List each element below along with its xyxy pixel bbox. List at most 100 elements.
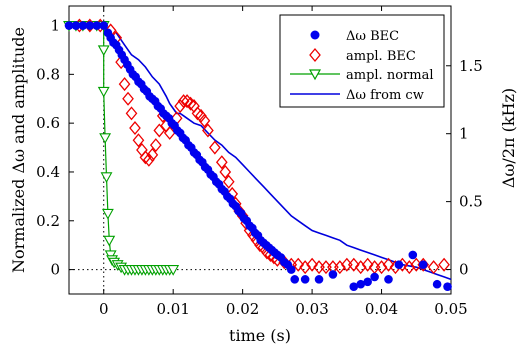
x-tick-label: 0.01: [156, 300, 189, 318]
y-left-tick-label: 0.2: [36, 212, 60, 230]
data-point-ampl-bec: [215, 155, 228, 170]
data-point-ampl-bec: [306, 257, 318, 272]
y-right-tick-label: 1.5: [459, 57, 483, 75]
data-point-ampl-bec: [438, 257, 450, 272]
data-point-ampl-bec: [191, 106, 204, 121]
data-point-ampl-bec: [181, 94, 193, 109]
y-left-tick-label: 0.8: [36, 65, 60, 83]
data-point-ampl-bec: [122, 91, 134, 106]
data-point-ampl-bec: [202, 123, 214, 138]
data-point-ampl-normal: [97, 86, 110, 98]
data-point-ampl-bec: [163, 125, 176, 140]
data-point-ampl-bec: [198, 113, 211, 128]
legend-marker-ampl-bec: [309, 47, 321, 63]
data-point-dw-bec: [85, 21, 95, 30]
y-axis-left-label: Normalized Δω and amplitude: [9, 27, 28, 273]
y-right-tick-label: 0: [459, 261, 469, 279]
data-point-dw-bec: [71, 21, 81, 30]
y-left-tick-label: 0.4: [36, 163, 60, 181]
y-left-tick-label: 1: [50, 17, 60, 35]
axis-tick-labels: 0 0.01 0.02 0.03 0.04 0.05 0 0.2 0.4 0.6 0.8 1 0 0.5 1…: [36, 17, 483, 318]
axis-ticks: [69, 6, 452, 294]
x-tick-label: 0.05: [434, 300, 467, 318]
data-point-dw-bec: [356, 279, 366, 289]
data-point-ampl-bec: [143, 152, 155, 167]
data-point-ampl-bec: [382, 257, 395, 272]
data-point-ampl-bec: [174, 99, 186, 114]
data-point-dw-bec: [314, 275, 324, 284]
data-point-ampl-bec: [361, 257, 374, 272]
data-point-ampl-bec: [149, 138, 162, 153]
y-axis-right-label: Δω/2π (kHz): [499, 88, 518, 188]
y-left-tick-label: 0: [50, 261, 60, 279]
y-right-tick-label: 1: [459, 125, 469, 143]
data-point-dw-bec: [443, 282, 452, 291]
data-point-dw-bec: [99, 21, 109, 30]
data-point-dw-bec: [300, 275, 310, 284]
series-dw-from-cw: [115, 32, 452, 281]
data-point-ampl-bec: [118, 77, 131, 92]
data-point-ampl-bec: [177, 94, 190, 109]
plot-area-frame: [68, 5, 452, 295]
data-point-ampl-bec: [132, 133, 145, 148]
data-point-ampl-bec: [320, 260, 332, 275]
y-left-tick-label: 0.6: [36, 114, 60, 132]
data-point-ampl-normal: [97, 45, 110, 57]
data-point-dw-bec: [290, 275, 300, 284]
data-point-dw-bec: [78, 21, 88, 30]
legend-entry-dw-from-cw: Δω from cw: [290, 88, 424, 103]
legend-label-dw-bec: Δω BEC: [346, 29, 399, 44]
series-dw-bec: [64, 21, 452, 291]
data-point-ampl-bec: [219, 164, 232, 179]
x-axis-label: time (s): [229, 326, 291, 345]
x-tick-label: 0.02: [226, 300, 259, 318]
data-point-ampl-normal: [167, 265, 180, 276]
legend-entry-ampl-bec: ampl. BEC: [309, 47, 416, 64]
legend-label-dw-from-cw: Δω from cw: [346, 88, 424, 103]
data-point-dw-bec: [370, 272, 379, 282]
data-point-ampl-normal: [101, 208, 114, 220]
data-point-dw-bec: [349, 282, 359, 291]
data-point-ampl-bec: [375, 260, 388, 275]
legend-label-ampl-normal: ampl. normal: [346, 68, 433, 83]
legend-entry-dw-bec: Δω BEC: [310, 29, 399, 44]
data-point-ampl-bec: [139, 150, 152, 165]
data-point-dw-bec: [384, 275, 393, 284]
x-tick-label: 0.04: [365, 300, 398, 318]
data-point-ampl-normal: [99, 133, 112, 144]
data-point-dw-bec: [432, 279, 442, 289]
data-point-dw-bec: [92, 21, 102, 30]
data-point-ampl-bec: [129, 121, 141, 136]
y-right-tick-label: 0.5: [459, 193, 483, 211]
legend-marker-ampl-normal: [308, 69, 322, 81]
data-point-ampl-bec: [146, 147, 159, 162]
data-point-ampl-bec: [427, 260, 440, 275]
data-point-ampl-bec: [403, 260, 416, 275]
legend-label-ampl-bec: ampl. BEC: [346, 49, 416, 64]
data-point-ampl-normal: [103, 235, 116, 247]
legend-box: [279, 14, 445, 108]
x-tick-label: 0: [99, 300, 109, 318]
series-line-dw-from-cw: [115, 32, 452, 281]
data-point-ampl-bec: [184, 96, 197, 111]
data-point-dw-bec: [418, 260, 428, 270]
data-point-ampl-bec: [222, 174, 235, 189]
data-point-ampl-bec: [209, 140, 221, 155]
data-point-dw-bec: [64, 21, 74, 30]
data-point-ampl-bec: [125, 106, 138, 121]
data-point-ampl-bec: [347, 257, 360, 272]
data-point-ampl-bec: [334, 260, 346, 275]
data-point-dw-bec: [363, 277, 372, 287]
data-point-ampl-bec: [299, 260, 311, 275]
data-point-dw-bec: [408, 250, 418, 260]
legend: Δω BEC ampl. BEC ampl. normal Δω from cw: [279, 14, 445, 108]
data-point-dw-bec: [328, 270, 338, 279]
data-point-ampl-normal: [100, 172, 113, 183]
legend-marker-dw-bec: [310, 30, 320, 40]
legend-entry-ampl-normal: ampl. normal: [290, 68, 433, 83]
data-point-ampl-bec: [292, 257, 305, 272]
data-point-dw-bec: [394, 260, 404, 270]
data-point-ampl-bec: [354, 260, 367, 275]
data-point-dw-bec: [286, 265, 296, 274]
